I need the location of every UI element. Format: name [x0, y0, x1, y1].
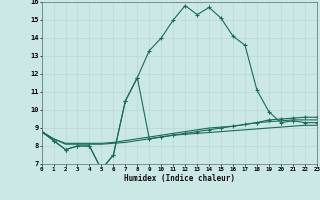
X-axis label: Humidex (Indice chaleur): Humidex (Indice chaleur): [124, 174, 235, 183]
